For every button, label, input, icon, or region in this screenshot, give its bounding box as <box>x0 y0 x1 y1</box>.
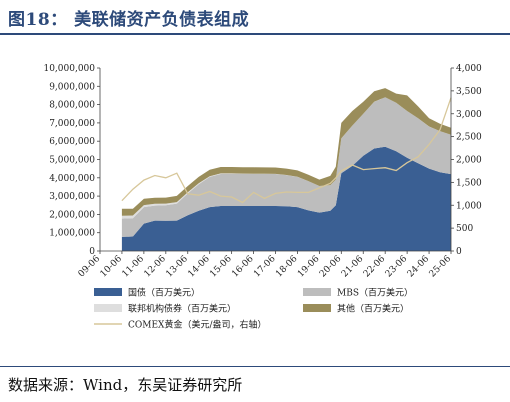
stacked-areas <box>121 88 452 251</box>
x-tick-label: 23-06 <box>384 254 410 280</box>
y2-tick-label: 0 <box>456 247 462 257</box>
y-tick-label: 3,000,000 <box>49 192 95 202</box>
legend-swatch <box>303 304 331 312</box>
legend-label: 国债（百万美元） <box>128 287 200 299</box>
right-tick-labels: 0 500 1,000 1,500 2,000 2,500 3,000 3,500 4,000 <box>456 64 482 257</box>
y-tick-label: 6,000,000 <box>49 137 95 147</box>
legend-swatch <box>94 288 122 296</box>
x-tick-label: 21-06 <box>340 254 366 280</box>
fed-balance-sheet-chart: 0 1,000,000 2,000,000 3,000,000 4,000,000 5,0… <box>43 64 482 331</box>
x-tick-label: 19-06 <box>296 254 322 280</box>
x-tick-label: 22-06 <box>362 254 388 280</box>
y-tick-label: 1,000,000 <box>49 229 95 239</box>
area-series-1 <box>121 146 452 251</box>
x-tick-label: 12-06 <box>143 254 169 280</box>
axes <box>97 67 454 254</box>
y2-tick-label: 4,000 <box>456 64 482 74</box>
x-tick-label: 24-06 <box>406 254 432 280</box>
legend-label: COMEX黄金（美元/盎司，右轴） <box>128 319 267 331</box>
y-tick-label: 7,000,000 <box>49 119 95 129</box>
x-tick-label: 17-06 <box>252 254 278 280</box>
y-tick-label: 2,000,000 <box>49 210 95 220</box>
x-tick-label: 25-06 <box>428 254 454 280</box>
y-tick-label: 10,000,000 <box>43 64 95 74</box>
y-tick-label: 9,000,000 <box>49 82 95 92</box>
x-tick-label: 18-06 <box>274 254 300 280</box>
y2-tick-label: 2,000 <box>456 156 482 166</box>
legend-label: 联邦机构债券（百万美元） <box>128 303 236 315</box>
x-tick-label: 15-06 <box>208 254 234 280</box>
y2-tick-label: 3,500 <box>456 87 482 97</box>
y-tick-label: 4,000,000 <box>49 174 95 184</box>
x-tick-label: 14-06 <box>186 254 212 280</box>
y2-tick-label: 3,000 <box>456 110 482 120</box>
legend-swatch <box>303 288 331 296</box>
x-tick-label: 13-06 <box>164 254 190 280</box>
left-tick-labels: 0 1,000,000 2,000,000 3,000,000 4,000,000 5,0… <box>43 64 95 257</box>
x-tick-label: 11-06 <box>121 254 147 280</box>
figure-title: 图18： 美联储资产负债表组成 <box>8 10 250 30</box>
gold-line <box>121 97 452 204</box>
legend-label: 其他（百万美元） <box>337 303 409 315</box>
y2-tick-label: 1,000 <box>456 201 482 211</box>
y2-tick-label: 1,500 <box>456 178 482 188</box>
area-series-2 <box>121 97 452 237</box>
x-tick-label: 09-06 <box>77 254 103 280</box>
x-tick-label: 20-06 <box>318 254 344 280</box>
legend-swatch <box>94 304 122 312</box>
legend-label: MBS（百万美元） <box>337 287 413 299</box>
y-tick-label: 0 <box>89 247 95 257</box>
area-series-4 <box>121 88 452 216</box>
y2-tick-label: 2,500 <box>456 133 482 143</box>
title-rule <box>0 33 510 35</box>
y-tick-label: 5,000,000 <box>49 156 95 166</box>
y-tick-label: 8,000,000 <box>49 101 95 111</box>
source-rule <box>0 366 510 367</box>
gold-line-group <box>121 97 452 204</box>
legend: 国债（百万美元） MBS（百万美元） 联邦机构债券（百万美元） 其他（百万美元） COM… <box>94 287 413 331</box>
x-tick-label: 16-06 <box>230 254 256 280</box>
x-tick-labels: 09-0610-0611-0612-0613-0614-0615-0616-06… <box>77 254 454 280</box>
y2-tick-label: 500 <box>456 224 473 234</box>
source-note: 数据来源：Wind，东吴证券研究所 <box>8 376 243 394</box>
x-tick-label: 10-06 <box>99 254 125 280</box>
